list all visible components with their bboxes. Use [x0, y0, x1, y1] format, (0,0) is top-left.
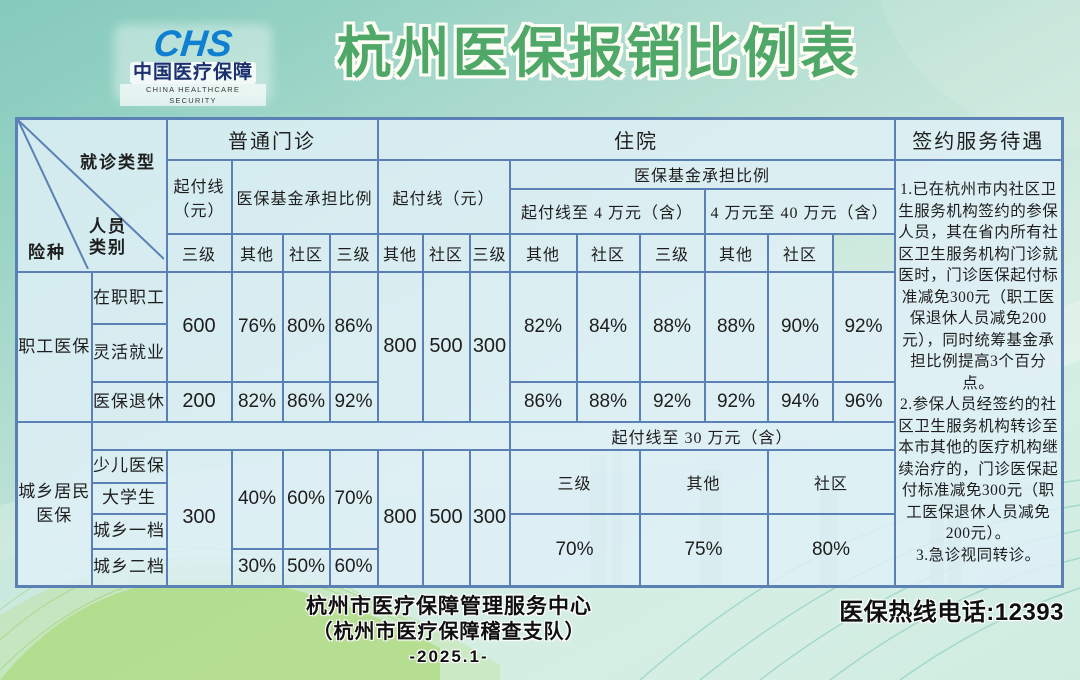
- cell-emp-retired-b1-other: 88%: [575, 380, 641, 423]
- footer-organization-block: 杭州市医疗保障管理服务中心 （杭州市医疗保障稽查支队） -2025.1-: [244, 594, 654, 668]
- tier-res-community: 社区: [766, 448, 896, 515]
- tier-op-grade3: 三级: [165, 232, 233, 273]
- cell-emp-retired-op-grade3: 82%: [230, 380, 284, 423]
- header-ip-deductible: 起付线（元）: [376, 158, 511, 235]
- cell-res-op-lower-grade3: 30%: [230, 547, 284, 588]
- cell-res-op-lower-community: 60%: [328, 547, 379, 588]
- reimbursement-table: 就诊类型 人员 类别 险种 普通门诊 住院 签约服务待遇 起付线 （元） 医保基金承…: [15, 117, 1065, 588]
- chs-logo-name-en: CHINA HEALTHCARE SECURITY: [120, 84, 266, 106]
- signed-note-2: 2.参保人员经签约的社区卫生服务机构转诊至本市其他的医疗机构继续治疗的，门诊医保…: [898, 396, 1059, 543]
- cell-resident-spacer: [90, 420, 511, 451]
- tier-b1-other: 其他: [508, 232, 578, 273]
- cell-emp-op-other: 80%: [281, 270, 331, 383]
- header-op-deductible: 起付线 （元）: [165, 158, 233, 235]
- header-band-to-4w: 起付线至 4 万元（含）: [508, 187, 706, 235]
- row-label-college-student: 大学生: [90, 481, 168, 515]
- header-signed-service: 签约服务待遇: [893, 117, 1064, 161]
- cell-emp-ipded-community: 300: [468, 270, 511, 423]
- cell-res-ipded-grade3: 800: [376, 448, 424, 588]
- group-employee-insurance: 职工医保: [15, 270, 93, 423]
- cell-emp-op-community: 86%: [328, 270, 379, 383]
- cell-emp-b2-other: 90%: [766, 270, 834, 383]
- cell-emp-retired-b1-grade3: 86%: [508, 380, 578, 423]
- cell-emp-b1-grade3: 82%: [508, 270, 578, 383]
- row-label-urban-rural-tier2: 城乡二档: [90, 547, 168, 588]
- chs-logo-abbr: CHS: [151, 23, 235, 64]
- cell-emp-retired-b2-grade3: 92%: [703, 380, 769, 423]
- row-label-flexible-employment: 灵活就业: [90, 322, 168, 383]
- cell-res-ip-other: 75%: [638, 512, 769, 588]
- tier-ipded-grade3: 三级: [328, 232, 379, 273]
- header-outpatient: 普通门诊: [165, 117, 379, 161]
- header-band-4w-40w: 4 万元至 40 万元（含）: [703, 187, 896, 235]
- chs-logo-name-cn: 中国医疗保障: [129, 62, 256, 84]
- cell-emp-op-grade3: 76%: [230, 270, 284, 383]
- tier-b2-community: 社区: [766, 232, 834, 273]
- corner-label-insurance-type: 险种: [28, 243, 66, 262]
- cell-emp-ipded-other: 500: [421, 270, 471, 423]
- signed-note-1: 1.已在杭州市内社区卫生服务机构签约的参保人员，其在省内所有社区卫生服务机构门诊…: [898, 181, 1059, 392]
- tier-ipded-other: 其他: [376, 232, 424, 273]
- cell-emp-retired-b1-community: 92%: [638, 380, 706, 423]
- header-inpatient: 住院: [376, 117, 896, 161]
- tier-b1-community: 社区: [575, 232, 641, 273]
- cell-emp-ipded-grade3: 800: [376, 270, 424, 423]
- corner-diagonal-lines: [18, 120, 164, 269]
- row-label-retired: 医保退休: [90, 380, 168, 423]
- row-label-active-employee: 在职职工: [90, 270, 168, 325]
- cell-emp-retired-op-other: 86%: [281, 380, 331, 423]
- cell-res-ip-community: 80%: [766, 512, 896, 588]
- footer-org-subname: （杭州市医疗保障稽查支队）: [312, 621, 586, 643]
- tier-b1-grade3: 三级: [468, 232, 511, 273]
- cell-res-op-lower-other: 50%: [281, 547, 331, 588]
- tier-res-other: 其他: [638, 448, 769, 515]
- cell-emp-b1-community: 88%: [638, 270, 706, 383]
- footer-hotline: 医保热线电话:12393: [839, 599, 1064, 626]
- tier-res-grade3: 三级: [508, 448, 641, 515]
- cell-emp-op-deductible: 600: [165, 270, 233, 383]
- tier-ipded-community: 社区: [421, 232, 471, 273]
- row-label-child-insurance: 少儿医保: [90, 448, 168, 484]
- tier-b2-other: 其他: [703, 232, 769, 273]
- signed-note-3: 3.急诊视同转诊。: [915, 546, 1041, 564]
- cell-res-op-upper-community: 70%: [328, 448, 379, 550]
- corner-header-cell: 就诊类型 人员 类别 险种: [15, 117, 168, 273]
- cell-res-ip-grade3: 70%: [508, 512, 641, 588]
- footer-org-name: 杭州市医疗保障管理服务中心: [306, 595, 592, 618]
- cell-res-op-upper-other: 60%: [281, 448, 331, 550]
- cell-emp-b1-other: 84%: [575, 270, 641, 383]
- footer-date: -2025.1-: [409, 647, 489, 666]
- corner-label-visit-type: 就诊类型: [80, 153, 156, 172]
- tier-op-other: 其他: [230, 232, 284, 273]
- cell-emp-retired-op-community: 92%: [328, 380, 379, 423]
- cell-emp-b2-grade3: 88%: [703, 270, 769, 383]
- cell-emp-retired-b2-other: 94%: [766, 380, 834, 423]
- row-label-urban-rural-tier1: 城乡一档: [90, 512, 168, 550]
- cell-res-op-upper-grade3: 40%: [230, 448, 284, 550]
- cell-res-op-deductible: 300: [165, 448, 233, 588]
- header-op-fund-ratio: 医保基金承担比例: [230, 158, 379, 235]
- cell-res-ipded-community: 300: [468, 448, 511, 588]
- header-band-to-30w: 起付线至 30 万元（含）: [508, 420, 896, 451]
- group-resident-insurance: 城乡居民医保: [15, 420, 93, 588]
- tier-b2-grade3: 三级: [638, 232, 706, 273]
- cell-emp-b2-community: 92%: [831, 270, 896, 383]
- cell-emp-retired-b2-community: 96%: [831, 380, 896, 423]
- signed-service-notes: 1.已在杭州市内社区卫生服务机构签约的参保人员，其在省内所有社区卫生服务机构门诊…: [893, 158, 1064, 588]
- cell-res-ipded-other: 500: [421, 448, 471, 588]
- page-title: 杭州医保报销比例表: [336, 22, 859, 84]
- corner-label-person-category: 人员 类别: [89, 217, 127, 257]
- cell-emp-retired-op-deductible: 200: [165, 380, 233, 423]
- tier-op-community: 社区: [281, 232, 331, 273]
- header-ip-fund-ratio: 医保基金承担比例: [508, 158, 896, 190]
- chs-logo: CHS 中国医疗保障 CHINA HEALTHCARE SECURITY: [114, 23, 272, 108]
